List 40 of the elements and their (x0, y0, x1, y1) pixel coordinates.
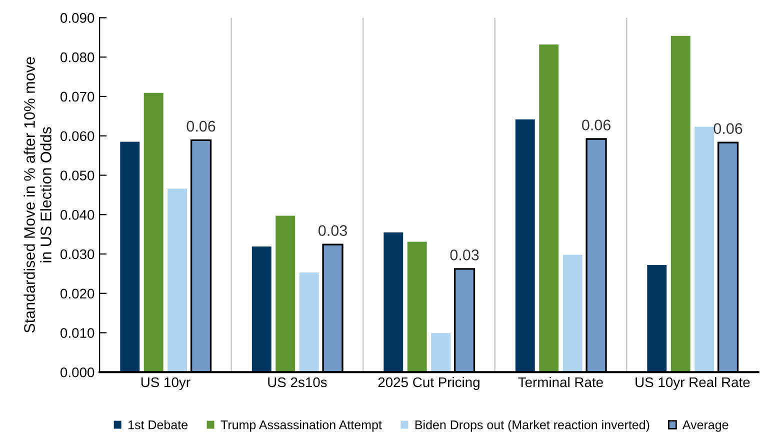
y-tick-label: 0.090 (60, 13, 94, 23)
data-label: 0.06 (582, 120, 610, 130)
bar (694, 126, 714, 372)
bar (299, 272, 319, 372)
x-tick-label: US 2s10s (268, 377, 327, 388)
bar (539, 44, 559, 372)
y-tick-label: 0.050 (60, 170, 94, 180)
data-label: 0.06 (714, 123, 742, 134)
legend-label: Biden Drops out (Market reaction inverted) (415, 420, 650, 432)
bar (515, 119, 535, 372)
bar (384, 232, 404, 372)
legend-label: Trump Assassination Attempt (220, 420, 382, 432)
y-tick-label: 0.070 (60, 92, 94, 102)
y-tick-label: 0.030 (60, 249, 94, 260)
y-tick-label: 0.010 (60, 328, 94, 338)
y-tick-label: 0.020 (60, 288, 94, 299)
x-tick-label: US 10yr (141, 377, 190, 390)
bar (120, 142, 140, 372)
bar (252, 246, 272, 372)
bar (562, 254, 582, 372)
bar (670, 36, 690, 372)
y-tick-label: 0.080 (60, 52, 94, 62)
y-tick-label: 0.060 (60, 131, 94, 142)
x-tick-label: Terminal Rate (518, 376, 603, 388)
y-tick-label: 0.000 (60, 367, 94, 378)
y-axis-title: Standardised Move in % after 10% move in US Election Odds (24, 57, 52, 333)
data-label: 0.03 (318, 225, 347, 236)
bar (431, 333, 451, 372)
y-tick-label: 0.040 (60, 210, 94, 220)
bar (144, 92, 164, 372)
data-label: 0.03 (450, 250, 479, 260)
data-label: 0.06 (186, 120, 216, 132)
bar (276, 216, 296, 372)
legend-label: 1st Debate (128, 420, 188, 430)
bar (168, 188, 188, 372)
bar (407, 242, 427, 372)
x-tick-label: 2025 Cut Pricing (378, 376, 480, 390)
x-tick-label: US 10yr Real Rate (636, 376, 750, 390)
legend-label: Average (682, 420, 728, 432)
bar (647, 265, 667, 372)
